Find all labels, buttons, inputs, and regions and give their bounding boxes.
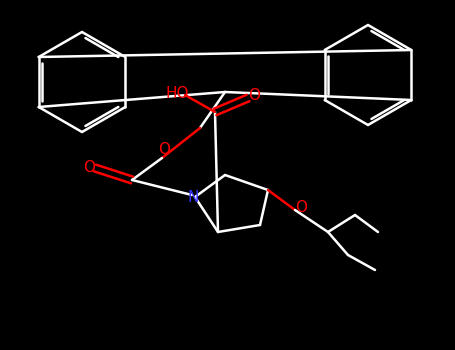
Text: O: O <box>158 142 170 158</box>
Text: N: N <box>187 189 199 204</box>
Text: O: O <box>248 89 260 104</box>
Text: O: O <box>295 201 307 216</box>
Text: O: O <box>83 161 95 175</box>
Text: HO: HO <box>165 85 189 100</box>
